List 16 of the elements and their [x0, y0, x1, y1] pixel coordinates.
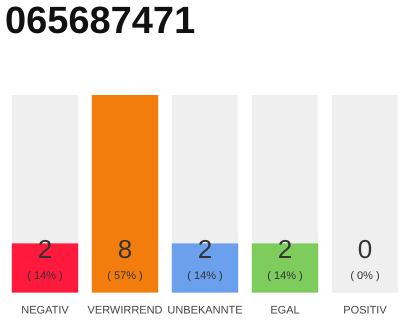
data-label: 8 [118, 234, 132, 264]
x-tick-label: UNBEKANNTE [167, 304, 243, 316]
annotation: ( 14% ) [27, 270, 63, 282]
x-tick-label: VERWIRREND [88, 304, 163, 316]
annotation: ( 57% ) [107, 270, 143, 282]
data-label: 0 [358, 234, 372, 264]
x-tick-label: POSITIV [343, 304, 388, 316]
data-label: 2 [38, 234, 52, 264]
x-tick-label: EGAL [270, 304, 300, 316]
x-tick-label: NEGATIV [21, 304, 70, 316]
annotation: ( 14% ) [267, 270, 303, 282]
annotation: ( 14% ) [187, 270, 223, 282]
annotation: ( 0% ) [350, 270, 380, 282]
data-label: 2 [278, 234, 292, 264]
chart-title: 065687471 [5, 0, 196, 43]
data-label: 2 [198, 234, 212, 264]
